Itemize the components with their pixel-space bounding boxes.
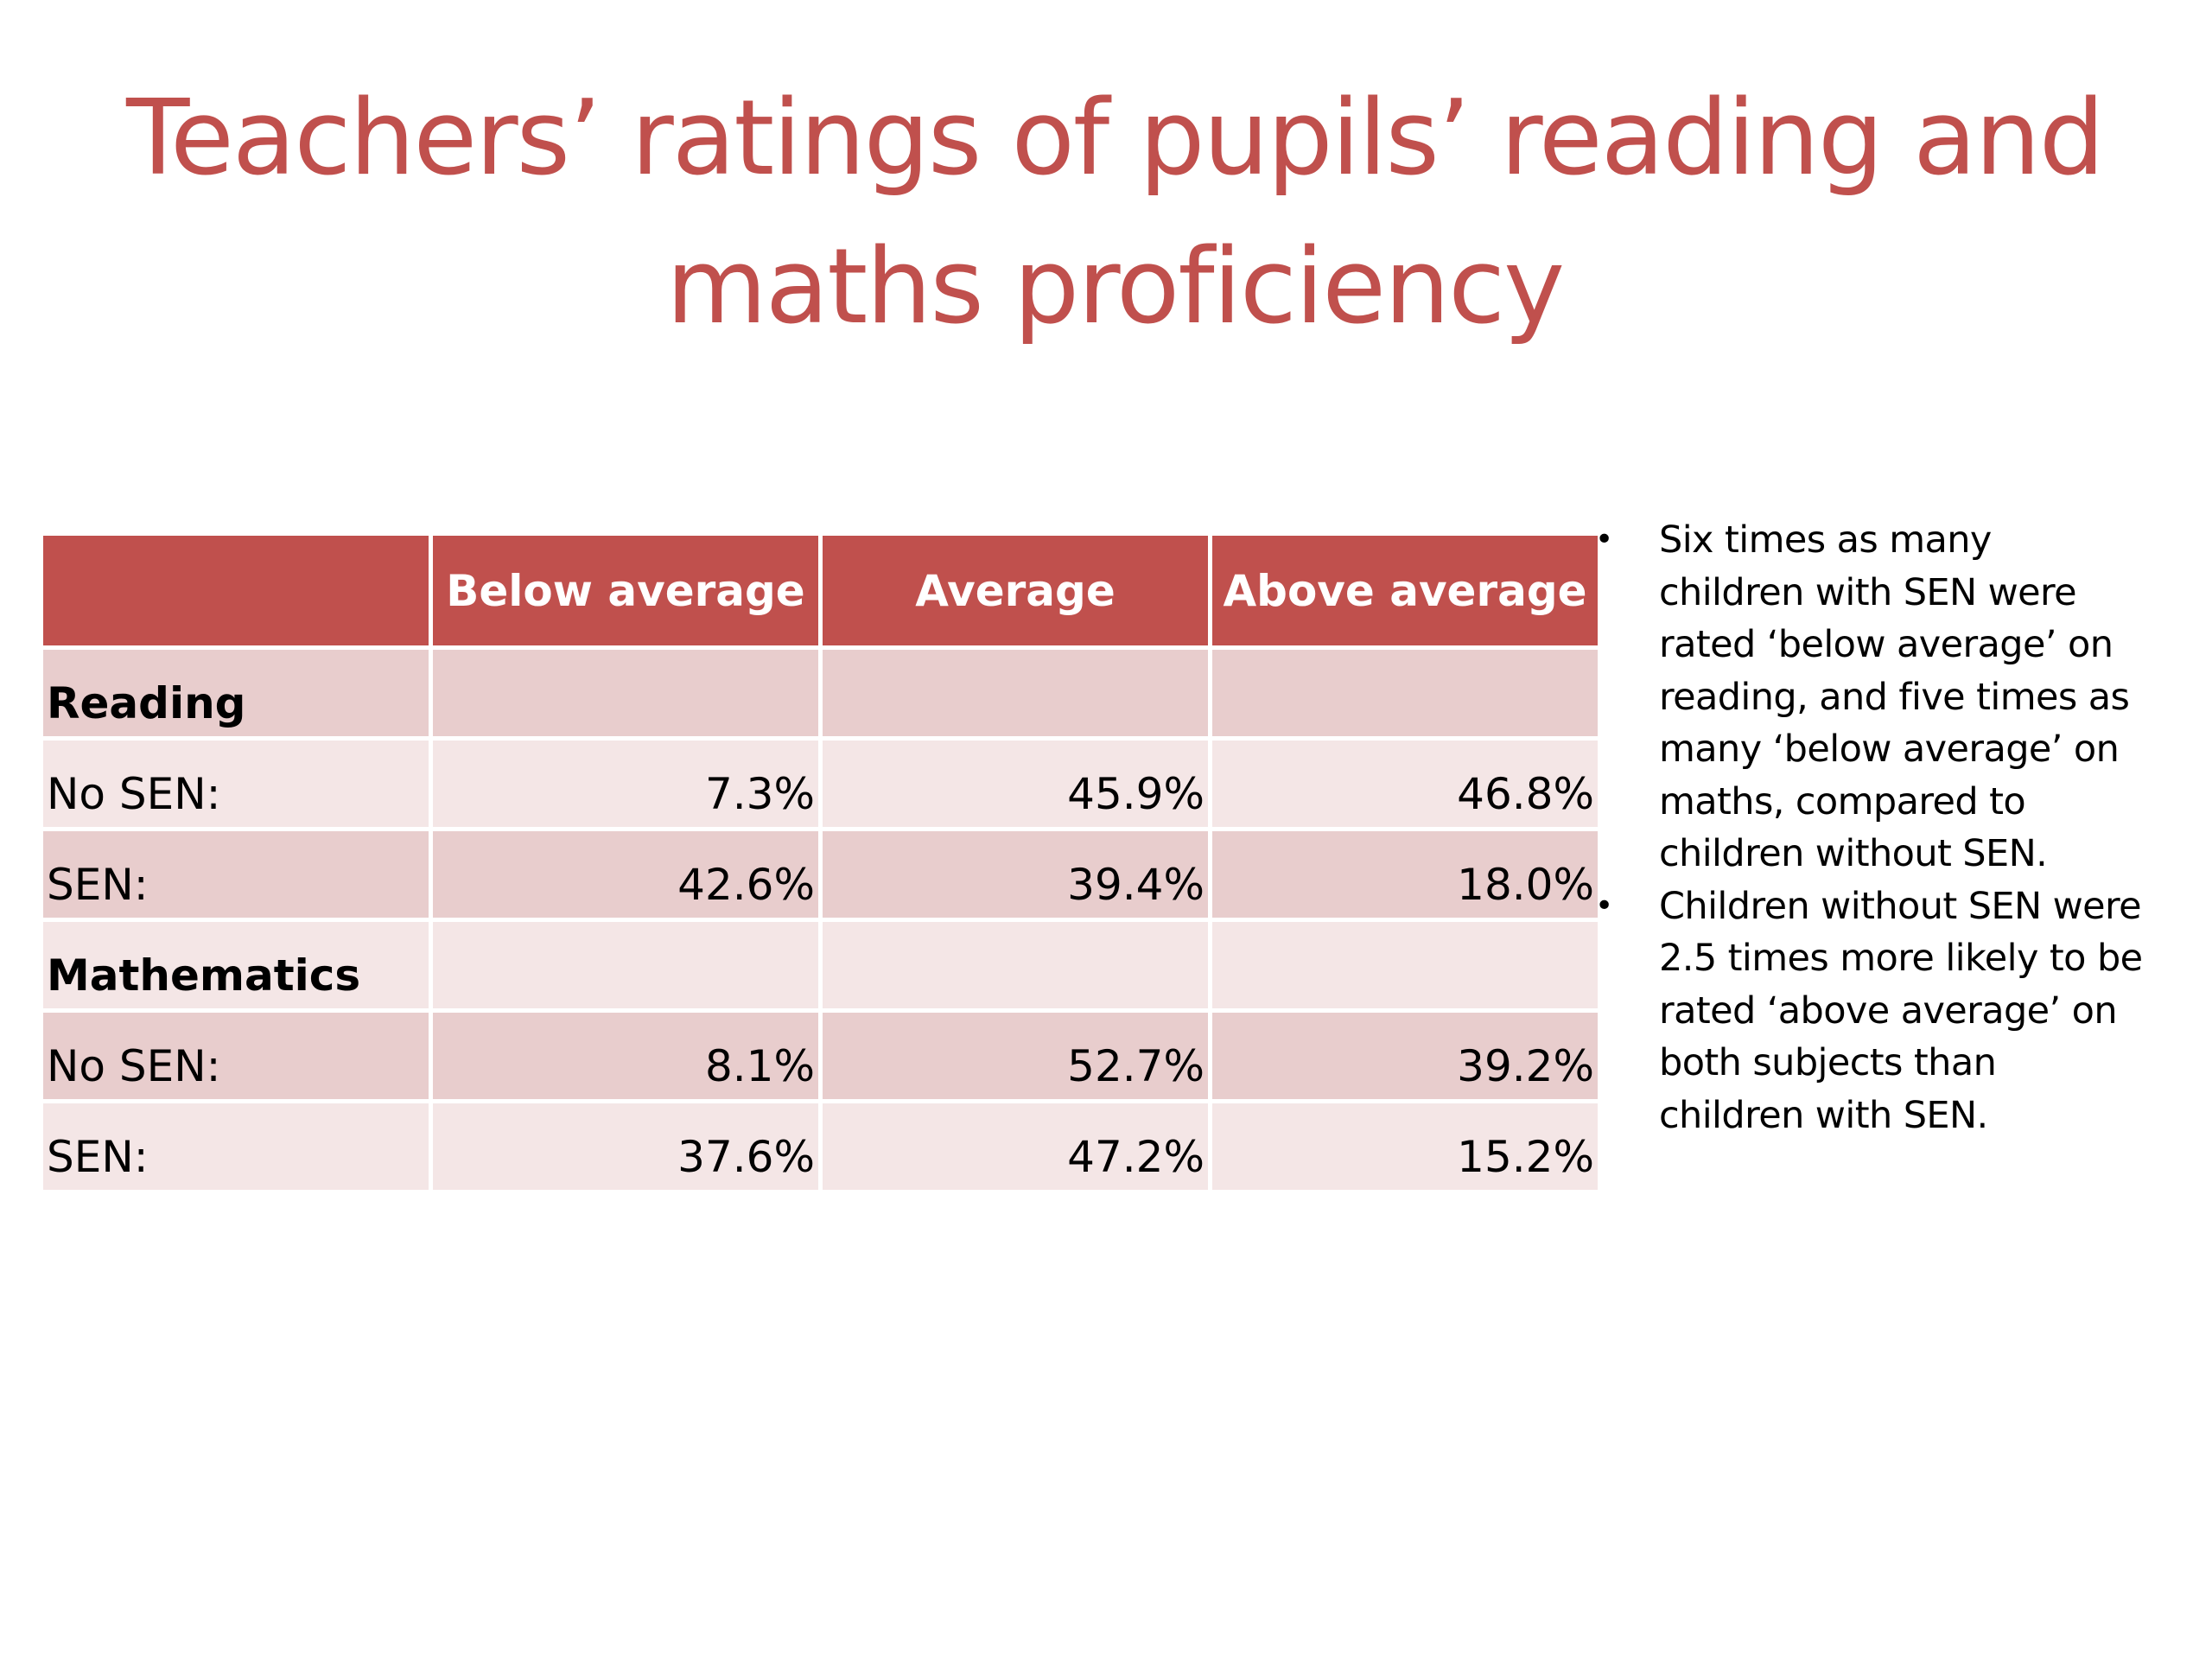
row-label: SEN: <box>43 1103 429 1190</box>
cell-average: 45.9% <box>823 741 1208 827</box>
cell-below-average: 7.3% <box>433 741 818 827</box>
key-finding-text: Six times as many children with SEN were… <box>1659 518 2130 875</box>
cell-average <box>823 922 1208 1008</box>
slide-title-line-2: maths proficiency <box>665 227 1565 347</box>
row-label: Mathematics <box>43 922 429 1008</box>
table-row: No SEN: 8.1% 52.7% 39.2% <box>43 1013 1598 1099</box>
cell-below-average: 42.6% <box>433 831 818 918</box>
header-cell-above-average: Above average <box>1212 536 1598 645</box>
table-row: No SEN: 7.3% 45.9% 46.8% <box>43 741 1598 827</box>
cell-average: 52.7% <box>823 1013 1208 1099</box>
table-row: SEN: 42.6% 39.4% 18.0% <box>43 831 1598 918</box>
table-row: Reading <box>43 650 1598 736</box>
cell-below-average: 37.6% <box>433 1103 818 1190</box>
table-row: Mathematics <box>43 922 1598 1008</box>
cell-below-average: 8.1% <box>433 1013 818 1099</box>
row-label: SEN: <box>43 831 429 918</box>
cell-above-average: 15.2% <box>1212 1103 1598 1190</box>
slide-title: Teachers’ ratings of pupils’ reading and… <box>69 65 2160 362</box>
row-label: No SEN: <box>43 1013 429 1099</box>
key-finding-text: Children without SEN were 2.5 times more… <box>1659 884 2143 1137</box>
cell-average: 47.2% <box>823 1103 1208 1190</box>
cell-below-average <box>433 922 818 1008</box>
cell-average <box>823 650 1208 736</box>
header-cell-corner <box>43 536 429 645</box>
cell-below-average <box>433 650 818 736</box>
key-finding-item: • Children without SEN were 2.5 times mo… <box>1595 880 2143 1142</box>
cell-average: 39.4% <box>823 831 1208 918</box>
row-label: No SEN: <box>43 741 429 827</box>
header-cell-average: Average <box>823 536 1208 645</box>
bullet-icon: • <box>1595 522 1613 557</box>
ratings-table: Below average Average Above average Read… <box>39 531 1602 1194</box>
table-header-row: Below average Average Above average <box>43 536 1598 645</box>
key-findings-list: • Six times as many children with SEN we… <box>1595 514 2143 1142</box>
bullet-icon: • <box>1595 887 1613 924</box>
key-finding-item: • Six times as many children with SEN we… <box>1595 514 2143 880</box>
cell-above-average <box>1212 650 1598 736</box>
header-cell-below-average: Below average <box>433 536 818 645</box>
cell-above-average <box>1212 922 1598 1008</box>
cell-above-average: 46.8% <box>1212 741 1598 827</box>
row-label: Reading <box>43 650 429 736</box>
cell-above-average: 18.0% <box>1212 831 1598 918</box>
cell-above-average: 39.2% <box>1212 1013 1598 1099</box>
slide-title-line-1: Teachers’ ratings of pupils’ reading and <box>126 79 2105 199</box>
table-row: SEN: 37.6% 47.2% 15.2% <box>43 1103 1598 1190</box>
